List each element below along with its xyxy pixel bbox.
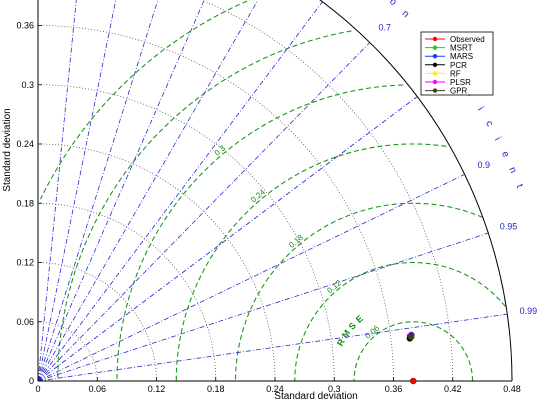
corr-title-char-19: i (492, 135, 503, 143)
y-tick-label-5: 0.3 (21, 80, 34, 90)
rmse-title-char-1: M (340, 328, 352, 340)
corr-ray-7 (37, 96, 418, 382)
std-arc-2 (37, 262, 157, 382)
rmse-arc-4 (116, 84, 403, 381)
axes-layer: 00 0.06 0.06 0.12 0.12 0.18 0.18 0.24 0.24 0.3 0.3… (16, 0, 521, 394)
std-arc-6 (37, 25, 394, 382)
x-tick-label-0: 0 (35, 384, 40, 394)
legend-marker-pcr (432, 62, 438, 67)
y-axis-title: Standard deviation (2, 108, 13, 191)
legend-marker-plsr (432, 79, 438, 85)
corr-title-char-17: i (475, 105, 486, 114)
std-arc-4 (37, 143, 276, 382)
corr-title-char-10: n (399, 8, 411, 20)
legend-box (420, 31, 494, 96)
corr-ray-3 (37, 0, 205, 382)
legend-label-gpr: GPR (450, 87, 468, 96)
corr-title-char-9: o (387, 0, 399, 9)
y-tick-label-4: 0.24 (16, 139, 34, 149)
x-tick-label-7: 0.42 (444, 384, 462, 394)
corr-ray-2 (37, 0, 159, 382)
rmse-arc-3 (175, 143, 447, 381)
corr-label-8: 0.9 (478, 160, 491, 170)
rmse-arc-0 (353, 321, 474, 381)
rmse-title-char-3: E (354, 313, 365, 324)
x-tick-label-3: 0.18 (207, 384, 225, 394)
legend-marker-gpr (432, 88, 438, 93)
legend-label-plsr: PLSR (450, 78, 471, 87)
legend-marker-msrt (432, 45, 438, 50)
grid-layer (37, 0, 454, 382)
rmse-arc-6 (40, 0, 251, 200)
corr-ray-5 (37, 1, 323, 382)
corr-title-char-21: n (506, 165, 519, 175)
legend-label-pcr: PCR (450, 61, 467, 70)
outer-arc (319, 0, 513, 382)
corr-title-char-20: e (499, 150, 512, 161)
point-observed (410, 377, 417, 385)
x-tick-label-5: 0.3 (328, 384, 341, 394)
std-arc-5 (37, 84, 335, 382)
y-tick-label-0: 0 (29, 376, 34, 386)
x-axis-title: Standard deviation (274, 391, 357, 402)
point-gpr (407, 334, 414, 341)
rmse-title-char-0: R (335, 337, 347, 348)
std-arc-3 (37, 202, 217, 382)
corr-title-char-22: t (514, 183, 526, 191)
std-arc-1 (37, 321, 98, 382)
y-tick-label-2: 0.12 (16, 258, 34, 268)
legend-marker-rf (432, 71, 438, 76)
corr-label-10: 0.99 (520, 306, 538, 316)
corr-ray-6 (37, 42, 371, 382)
legend-label-rf: RF (450, 69, 461, 78)
y-tick-label-3: 0.18 (16, 198, 34, 208)
points-layer (406, 331, 417, 385)
x-tick-label-1: 0.06 (88, 384, 106, 394)
y-tick-label-6: 0.36 (16, 21, 34, 31)
corr-label-9: 0.95 (500, 221, 518, 231)
x-tick-label-6: 0.36 (385, 384, 403, 394)
legend-marker-observed (432, 36, 438, 42)
legend-label-mars: MARS (450, 52, 473, 61)
x-tick-label-2: 0.12 (148, 384, 166, 394)
legend-label-observed: Observed (450, 35, 485, 44)
x-tick-label-8: 0.48 (503, 384, 521, 394)
rmse-arc-5 (57, 30, 352, 381)
rmse-label-1: 0.12 (325, 278, 343, 295)
legend-label-msrt: MSRT (450, 44, 473, 53)
corr-ray-9 (37, 232, 489, 382)
rmse-title-char-2: S (347, 321, 358, 332)
x-tick-label-4: 0.24 (266, 384, 284, 394)
corr-ray-10 (37, 313, 508, 382)
corr-ray-1 (37, 0, 117, 382)
corr-ray-4 (37, 0, 259, 382)
rmse-arc-2 (234, 202, 483, 381)
legend-marker-mars (432, 54, 438, 59)
corr-label-6: 0.7 (378, 22, 391, 32)
corr-ray-8 (37, 174, 465, 382)
corr-ray-0 (37, 0, 77, 382)
y-tick-label-1: 0.06 (16, 317, 34, 327)
rmse-arc-1 (294, 261, 506, 381)
corr-title-char-18: c (483, 119, 496, 130)
